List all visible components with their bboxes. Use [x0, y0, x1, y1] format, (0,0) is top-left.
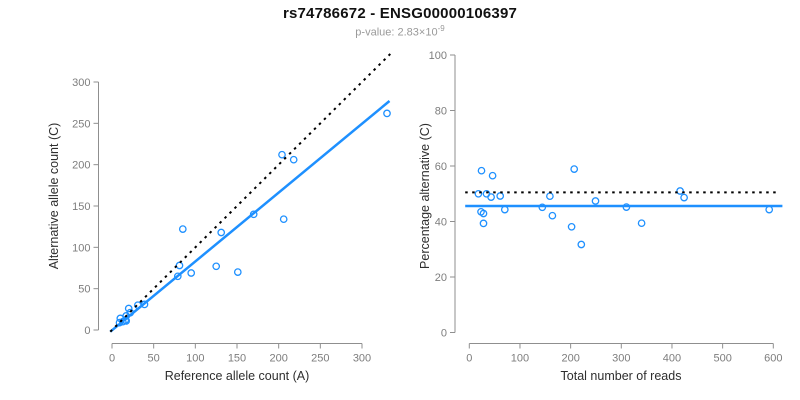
- fitted-line: [109, 100, 391, 333]
- left-x-axis-label: Reference allele count (A): [165, 369, 310, 383]
- x-tick-label: 300: [612, 353, 630, 365]
- left-y-axis-label: Alternative allele count (C): [47, 123, 61, 270]
- data-point: [546, 192, 554, 201]
- x-tick-label: 600: [764, 353, 782, 365]
- data-point: [178, 225, 187, 233]
- x-tick-label: 200: [561, 353, 579, 365]
- data-point: [289, 155, 298, 164]
- y-tick-label: 100: [429, 50, 447, 62]
- data-point: [217, 228, 226, 237]
- right-x-axis-label: Total number of reads: [561, 369, 682, 383]
- data-point: [765, 205, 774, 214]
- x-tick-label: 0: [109, 353, 115, 365]
- data-point: [676, 187, 684, 195]
- data-point: [496, 192, 505, 200]
- data-point: [548, 211, 557, 220]
- left-plot-generated: 0 50 100 150 200 250 300 0 50 100 150 200 250 300: [72, 53, 392, 365]
- y-tick-label: 80: [435, 106, 447, 118]
- x-tick-label: 0: [466, 353, 472, 365]
- data-point: [187, 269, 196, 277]
- pvalue-text: p-value: 2.83×10: [355, 26, 438, 39]
- data-point: [567, 222, 576, 231]
- right-scatter-plot: 0 20 40 60 80 100 0 100 200 300 400 500 600 Total nu…: [418, 50, 782, 383]
- left-scatter-plot: 0 50 100 150 200 250 300 0 50 100 150 200 250 300 Ref…: [47, 53, 392, 383]
- y-tick-label: 250: [72, 118, 90, 130]
- data-point: [477, 166, 486, 175]
- right-plot-generated: 0 20 40 60 80 100 0 100 200 300 400 500 600: [429, 50, 783, 365]
- y-tick-label: 150: [72, 201, 90, 213]
- y-tick-label: 300: [72, 77, 90, 89]
- y-tick-label: 0: [84, 325, 90, 337]
- data-point: [487, 193, 495, 201]
- data-point: [479, 209, 488, 218]
- data-point: [479, 219, 488, 228]
- data-point: [124, 304, 133, 313]
- data-point: [140, 300, 149, 309]
- x-tick-label: 500: [713, 353, 731, 365]
- data-point: [474, 189, 483, 198]
- figure-subtitle: p-value: 2.83×10-9: [0, 24, 800, 39]
- identity-line: [109, 53, 392, 333]
- y-tick-label: 50: [78, 284, 90, 296]
- data-point: [570, 165, 579, 173]
- data-point: [488, 171, 497, 180]
- y-tick-label: 200: [72, 160, 90, 172]
- data-point: [500, 205, 509, 214]
- y-tick-label: 60: [435, 161, 447, 173]
- x-tick-label: 400: [663, 353, 681, 365]
- y-tick-label: 40: [435, 217, 447, 229]
- data-point: [233, 268, 242, 276]
- y-tick-label: 20: [435, 272, 447, 284]
- data-point: [173, 272, 182, 281]
- page-title: rs74786672 - ENSG00000106397: [282, 5, 518, 22]
- data-point: [538, 203, 547, 212]
- data-point: [591, 197, 600, 205]
- y-tick-label: 100: [72, 242, 90, 254]
- x-tick-label: 100: [511, 353, 529, 365]
- x-tick-label: 300: [353, 353, 371, 365]
- right-y-axis-label: Percentage alternative (C): [418, 123, 432, 269]
- x-tick-label: 50: [148, 353, 160, 365]
- data-point: [278, 150, 286, 159]
- data-point: [637, 219, 646, 228]
- y-tick-label: 0: [441, 328, 447, 340]
- data-point: [212, 262, 221, 271]
- x-tick-label: 150: [228, 353, 246, 365]
- data-point: [680, 193, 688, 202]
- x-tick-label: 100: [186, 353, 204, 365]
- data-point: [383, 109, 391, 118]
- data-point: [577, 240, 586, 249]
- data-point: [175, 261, 184, 270]
- data-point: [279, 215, 288, 224]
- x-tick-label: 250: [311, 353, 329, 365]
- pvalue-exponent: -9: [437, 24, 445, 33]
- x-tick-label: 200: [269, 353, 287, 365]
